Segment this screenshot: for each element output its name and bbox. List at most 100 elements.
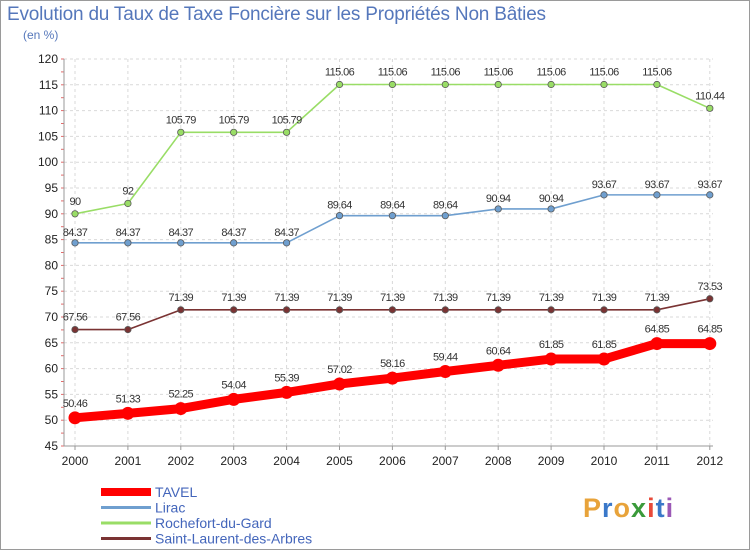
data-point bbox=[177, 239, 185, 247]
data-label: 61.85 bbox=[592, 339, 617, 351]
legend-label: TAVEL bbox=[155, 484, 197, 500]
data-label: 84.37 bbox=[63, 227, 88, 239]
data-label: 84.37 bbox=[169, 227, 194, 239]
logo-letter: o bbox=[614, 493, 632, 523]
data-label: 90 bbox=[69, 196, 81, 208]
y-tick-label: 100 bbox=[38, 155, 58, 169]
data-point bbox=[388, 306, 396, 314]
data-label: 105.79 bbox=[272, 114, 303, 126]
data-point bbox=[124, 199, 132, 208]
data-point bbox=[124, 325, 132, 334]
chart-legend: TAVELLiracRochefort-du-GardSaint-Laurent… bbox=[101, 484, 312, 547]
data-label: 71.39 bbox=[327, 292, 352, 304]
data-label: 51.33 bbox=[116, 393, 141, 405]
series-lirac bbox=[71, 191, 714, 247]
x-tick-label: 2009 bbox=[538, 454, 565, 468]
data-point bbox=[177, 128, 185, 136]
logo-letter: i bbox=[647, 493, 656, 523]
data-label: 84.37 bbox=[221, 227, 246, 239]
data-label: 115.06 bbox=[325, 66, 355, 78]
data-label: 115.06 bbox=[431, 66, 461, 78]
legend-label: Rochefort-du-Gard bbox=[155, 515, 272, 531]
data-point bbox=[544, 352, 558, 366]
data-label: 115.06 bbox=[536, 66, 566, 78]
data-point bbox=[653, 306, 661, 314]
data-point bbox=[547, 80, 555, 89]
y-tick-label: 60 bbox=[45, 362, 59, 376]
data-point bbox=[706, 191, 714, 199]
data-point bbox=[703, 337, 717, 351]
legend-label: Saint-Laurent-des-Arbres bbox=[155, 531, 312, 547]
data-labels-layer: 67.56 67.56 71.39 71.39 71.39 71.39 71.39 71.39… bbox=[63, 66, 726, 410]
y-tick-label: 120 bbox=[38, 52, 58, 66]
data-point bbox=[230, 128, 238, 136]
x-tick-label: 2006 bbox=[379, 454, 406, 468]
data-label: 71.39 bbox=[221, 292, 246, 304]
y-tick-label: 65 bbox=[45, 336, 59, 350]
logo-letter: i bbox=[666, 493, 675, 523]
data-point bbox=[177, 306, 185, 314]
data-label: 93.67 bbox=[698, 179, 723, 191]
series-tavel bbox=[68, 337, 717, 425]
data-point bbox=[335, 212, 344, 220]
data-point bbox=[282, 128, 291, 136]
y-tick-label: 85 bbox=[45, 233, 59, 247]
data-label: 92 bbox=[122, 185, 134, 197]
data-point bbox=[227, 392, 241, 406]
data-point bbox=[388, 212, 396, 220]
x-tick-label: 2008 bbox=[485, 454, 512, 468]
data-point bbox=[333, 377, 346, 391]
data-label: 71.39 bbox=[592, 292, 617, 304]
data-label: 59.44 bbox=[433, 351, 458, 363]
data-point bbox=[441, 80, 449, 89]
series-rochefort-du-gard bbox=[71, 80, 714, 218]
logo-letter: t bbox=[656, 493, 666, 523]
data-point bbox=[491, 358, 505, 372]
data-point bbox=[282, 239, 291, 247]
y-axis-unit: (en %) bbox=[23, 28, 59, 42]
data-point bbox=[441, 212, 449, 220]
data-label: 52.25 bbox=[169, 389, 194, 401]
data-point bbox=[600, 306, 608, 314]
x-tick-label: 2001 bbox=[115, 454, 142, 468]
data-label: 110.44 bbox=[695, 90, 725, 102]
x-tick-label: 2002 bbox=[167, 454, 194, 468]
data-point bbox=[68, 411, 82, 425]
data-point bbox=[494, 205, 502, 213]
data-label: 93.67 bbox=[645, 179, 670, 191]
data-point bbox=[706, 104, 714, 112]
data-point bbox=[71, 210, 79, 218]
data-label: 90.94 bbox=[486, 193, 511, 205]
data-point bbox=[121, 406, 135, 420]
data-label: 71.39 bbox=[274, 292, 299, 304]
x-tick-label: 2005 bbox=[326, 454, 353, 468]
data-point bbox=[494, 80, 502, 89]
data-label: 90.94 bbox=[539, 193, 564, 205]
data-label: 50.46 bbox=[63, 398, 88, 410]
x-tick-label: 2007 bbox=[432, 454, 459, 468]
data-point bbox=[653, 80, 661, 89]
data-label: 71.39 bbox=[169, 292, 194, 304]
y-tick-label: 95 bbox=[45, 181, 59, 195]
x-tick-label: 2010 bbox=[591, 454, 618, 468]
data-point bbox=[388, 80, 396, 89]
data-point bbox=[650, 337, 664, 351]
y-tick-label: 70 bbox=[45, 310, 59, 324]
data-point bbox=[124, 239, 132, 247]
data-label: 58.16 bbox=[380, 358, 405, 370]
y-tick-label: 50 bbox=[45, 413, 59, 427]
data-label: 89.64 bbox=[327, 200, 352, 212]
y-tick-label: 55 bbox=[45, 387, 59, 401]
data-point bbox=[335, 306, 344, 314]
data-point bbox=[494, 306, 502, 314]
data-label: 71.39 bbox=[539, 292, 564, 304]
proxiti-logo: Proxiti bbox=[583, 493, 675, 523]
y-tick-label: 105 bbox=[38, 129, 58, 143]
data-label: 64.85 bbox=[645, 324, 670, 336]
data-point bbox=[71, 325, 79, 334]
y-tick-label: 75 bbox=[45, 284, 59, 298]
data-point bbox=[385, 371, 399, 385]
data-label: 60.64 bbox=[486, 345, 511, 357]
data-label: 64.85 bbox=[698, 324, 723, 336]
